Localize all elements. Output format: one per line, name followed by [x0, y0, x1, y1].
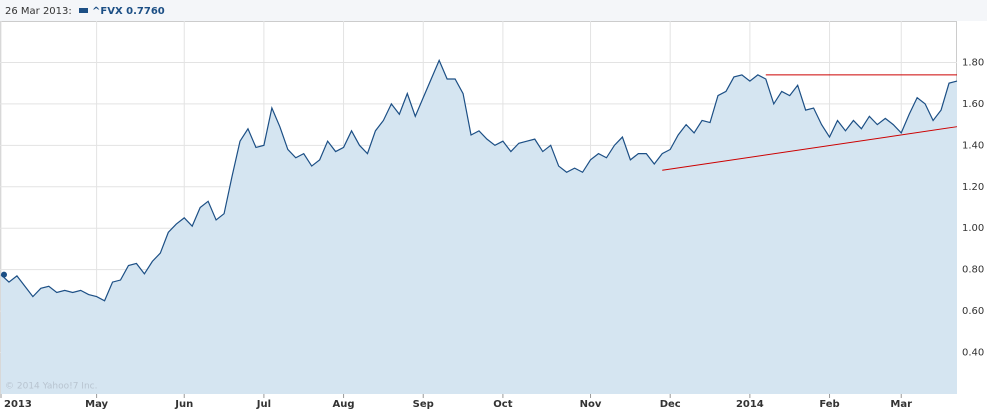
- y-tick-label: 1.40: [962, 140, 984, 151]
- x-tick-label: Sep: [413, 399, 434, 410]
- hover-date: 26 Mar 2013:: [5, 6, 72, 17]
- watermark: © 2014 Yahoo!7 Inc.: [5, 382, 97, 392]
- x-tick-label: Aug: [333, 399, 355, 410]
- trendline: [662, 126, 958, 171]
- x-tick-label: Nov: [580, 399, 602, 410]
- y-tick-label: 1.80: [962, 57, 984, 68]
- line: [0, 58, 958, 302]
- x-tick-label: Feb: [819, 399, 839, 410]
- x-tick-label: Dec: [660, 399, 681, 410]
- hover-marker: [1, 271, 7, 278]
- y-tick-label: 1.20: [962, 182, 984, 193]
- y-tick-label: 0.80: [962, 265, 984, 276]
- hover-label: ^FVX 0.7760: [92, 6, 165, 17]
- x-tick-label: Jun: [174, 399, 193, 410]
- y-tick-label: 0.60: [962, 306, 984, 317]
- x-tick-label: Oct: [493, 399, 512, 410]
- y-tick-label: 1.00: [962, 223, 984, 234]
- x-tick-label: May: [85, 399, 108, 410]
- legend-swatch: [79, 8, 88, 13]
- x-tick-label: 2014: [736, 399, 764, 410]
- x-tick-label: Jul: [256, 399, 271, 410]
- x-tick-label: 2013: [4, 399, 32, 410]
- y-tick-label: 0.40: [962, 348, 984, 359]
- x-tick-label: Mar: [890, 399, 912, 410]
- header-bar: [0, 0, 987, 21]
- y-tick-label: 1.60: [962, 99, 984, 110]
